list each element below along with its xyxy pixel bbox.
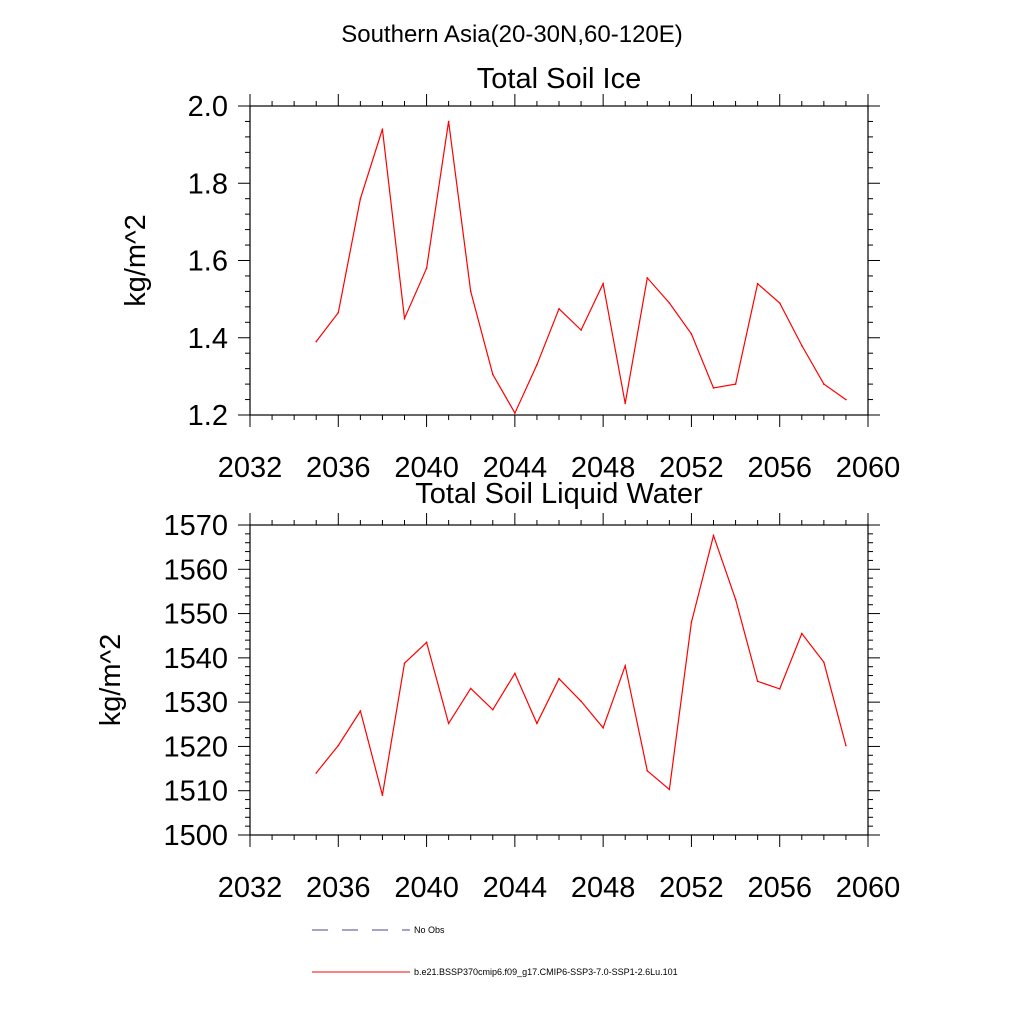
data-point: [359, 197, 362, 200]
chart-title: Total Soil Liquid Water: [415, 478, 703, 510]
x-tick-label: 2052: [659, 452, 724, 484]
data-point: [712, 534, 715, 537]
data-point: [536, 722, 538, 725]
chart-panel-soil-liquid-water: Total Soil Liquid Water kg/m^2 2032 2036 204…: [95, 478, 900, 904]
data-point: [823, 661, 825, 664]
data-point: [491, 373, 494, 376]
chart-panel-soil-ice: Total Soil Ice kg/m^2 2032 2036 2040 2044 2048…: [120, 63, 900, 484]
y-tick-label: 1530: [163, 687, 228, 719]
data-point: [580, 329, 582, 331]
data-point: [381, 128, 384, 130]
y-tick-label: 1.6: [188, 246, 228, 278]
data-point: [624, 402, 627, 405]
y-tick-label: 1.2: [188, 400, 228, 432]
data-point: [403, 317, 406, 320]
data-point: [734, 598, 737, 601]
x-tick-label: 2032: [218, 452, 283, 484]
data-point: [491, 708, 494, 711]
x-tick-label: 2036: [306, 452, 371, 484]
data-point: [447, 120, 450, 123]
x-tick-label: 2032: [218, 872, 283, 904]
x-tick-label: 2048: [571, 452, 636, 484]
data-point: [668, 302, 671, 304]
data-point: [315, 340, 318, 343]
plot-frame: [249, 105, 869, 416]
data-point: [800, 632, 803, 635]
data-point: [778, 302, 781, 304]
y-tick-label: 1560: [163, 554, 228, 586]
data-point: [447, 722, 450, 725]
x-tick-label: 2040: [394, 452, 459, 484]
x-tick-label: 2056: [747, 872, 812, 904]
x-tick-label: 2052: [659, 872, 724, 904]
data-point: [536, 363, 538, 366]
x-tick-label: 2044: [483, 872, 548, 904]
data-point: [337, 311, 340, 314]
data-point: [602, 282, 604, 285]
data-point: [668, 788, 671, 791]
data-point: [359, 710, 362, 712]
x-tick-label: 2060: [836, 872, 901, 904]
series-line: [315, 533, 847, 796]
data-point: [756, 282, 759, 285]
chart-title: Total Soil Ice: [477, 63, 641, 95]
data-point: [712, 387, 715, 389]
legend-label: b.e21.BSSP370cmip6.f09_g17.CMIP6-SSP3-7.…: [414, 967, 678, 977]
data-point: [514, 672, 516, 675]
y-axis-label: kg/m^2: [120, 214, 152, 307]
data-point: [845, 744, 847, 747]
y-tick-label: 1.8: [188, 168, 228, 200]
x-tick-label: 2044: [483, 452, 548, 484]
y-tick-label: 1.4: [188, 323, 228, 355]
data-point: [558, 677, 560, 680]
y-tick-label: 1520: [163, 731, 228, 763]
data-point: [469, 290, 472, 293]
series-line: [315, 121, 847, 415]
data-point: [800, 344, 803, 347]
data-point: [381, 794, 384, 796]
data-point: [690, 333, 693, 335]
data-point: [558, 307, 560, 310]
y-tick-label: 2.0: [188, 91, 228, 123]
data-point: [778, 688, 781, 690]
y-tick-label: 1570: [163, 510, 228, 542]
data-point: [337, 744, 340, 747]
data-point: [845, 398, 847, 401]
data-point: [756, 680, 759, 683]
data-point: [602, 727, 604, 729]
data-point: [469, 687, 472, 690]
figure-main-title: Southern Asia(20-30N,60-120E): [341, 21, 683, 48]
x-tick-label: 2056: [747, 452, 812, 484]
data-point: [624, 665, 627, 667]
y-tick-label: 1500: [163, 820, 228, 852]
y-tick-label: 1550: [163, 599, 228, 631]
data-point: [646, 769, 649, 772]
data-point: [823, 383, 825, 385]
y-tick-label: 1510: [163, 776, 228, 808]
data-point: [734, 383, 737, 385]
legend-label: No Obs: [414, 925, 445, 935]
data-point: [403, 662, 406, 664]
data-point: [315, 772, 318, 774]
x-tick-label: 2060: [836, 452, 901, 484]
legend: No Obs b.e21.BSSP370cmip6.f09_g17.CMIP6-S…: [312, 925, 678, 977]
data-point: [514, 412, 516, 414]
data-point: [646, 277, 649, 279]
x-tick-label: 2036: [306, 872, 371, 904]
x-tick-label: 2040: [394, 872, 459, 904]
data-point: [425, 267, 428, 270]
y-tick-label: 1540: [163, 643, 228, 675]
x-tick-label: 2048: [571, 872, 636, 904]
y-axis-label: kg/m^2: [95, 634, 127, 727]
data-point: [690, 621, 693, 624]
data-point: [425, 641, 428, 644]
data-point: [580, 700, 582, 703]
